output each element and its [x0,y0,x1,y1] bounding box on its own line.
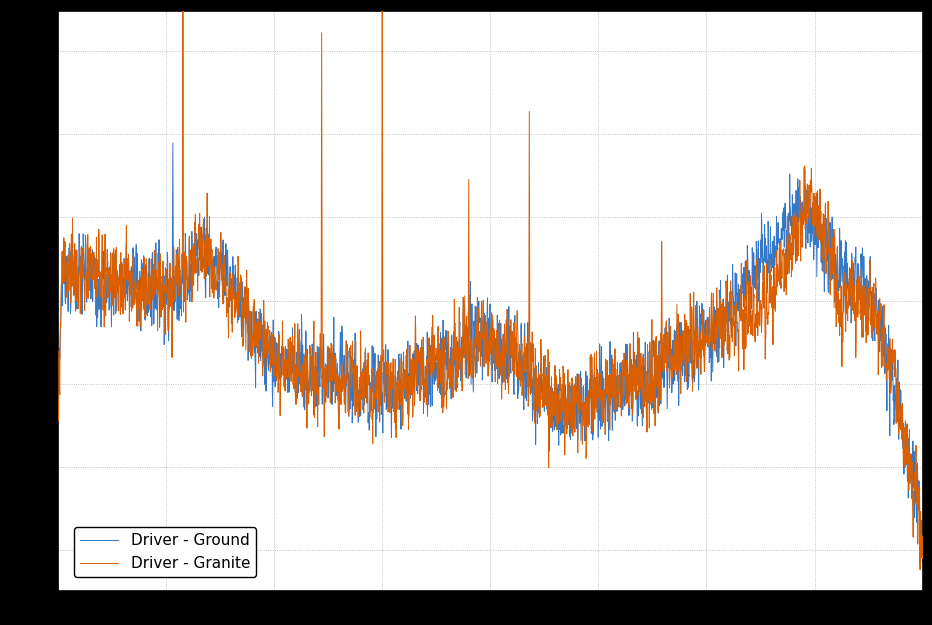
Line: Driver - Granite: Driver - Granite [58,0,923,570]
Driver - Granite [807,222,818,230]
Driver - Ground [917,550,928,558]
Driver - Granite [384,408,395,415]
Driver - Ground [202,231,213,238]
Driver - Ground [421,329,432,336]
Driver - Ground [52,391,63,398]
Driver - Granite [52,411,63,419]
Driver - Granite [900,430,911,437]
Driver - Ground [167,139,178,147]
Driver - Ground [900,437,911,444]
Driver - Ground [914,561,925,569]
Legend: Driver - Ground, Driver - Granite: Driver - Ground, Driver - Granite [74,528,256,577]
Driver - Ground [807,216,818,224]
Driver - Granite [151,267,162,274]
Driver - Ground [151,306,162,314]
Driver - Granite [202,234,213,241]
Driver - Granite [914,566,925,574]
Driver - Ground [384,402,395,410]
Line: Driver - Ground: Driver - Ground [58,143,923,565]
Driver - Granite [917,555,928,562]
Driver - Granite [421,399,432,406]
